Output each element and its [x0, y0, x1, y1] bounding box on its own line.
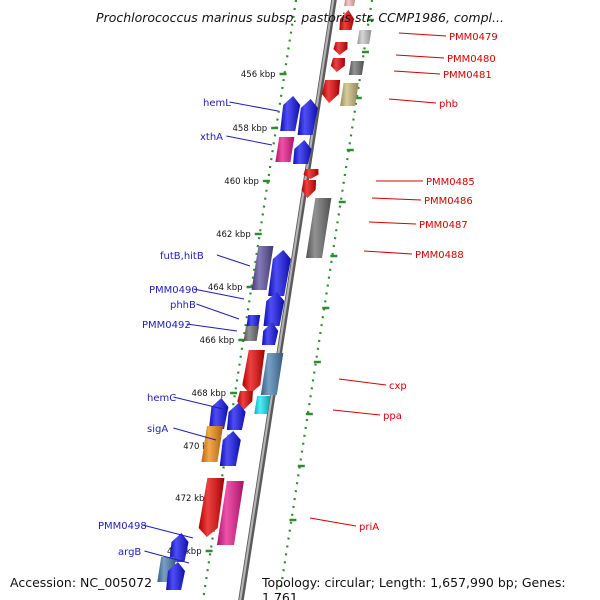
gene-label-left[interactable]: PMM0492	[142, 320, 238, 332]
gene-feature[interactable]	[275, 137, 295, 162]
gene-label-right[interactable]: phb	[388, 98, 458, 110]
gene-feature[interactable]	[293, 140, 312, 164]
svg-text:hemL: hemL	[203, 98, 231, 109]
svg-text:PMM0485: PMM0485	[426, 177, 475, 188]
gene-feature[interactable]	[263, 292, 285, 326]
ruler-label: 472 kbp	[175, 494, 210, 504]
gene-feature[interactable]	[339, 10, 355, 30]
svg-text:xthA: xthA	[200, 132, 223, 143]
ruler-label: 464 kbp	[208, 283, 243, 293]
gene-label-left[interactable]: phhB	[170, 300, 240, 320]
gene-feature[interactable]	[237, 391, 253, 410]
gene-feature[interactable]	[169, 533, 189, 562]
gene-feature[interactable]	[209, 398, 229, 429]
gene-feature[interactable]	[198, 478, 225, 537]
svg-text:PMM0490: PMM0490	[149, 285, 198, 296]
gene-group	[157, 0, 372, 590]
gene-feature[interactable]	[246, 315, 261, 326]
left-label-group: hemL xthA futB,hitB PMM0490 phhB PMM0492 hemC s…	[98, 98, 279, 564]
gene-feature[interactable]	[303, 169, 319, 179]
gene-feature[interactable]	[268, 250, 291, 296]
gene-label-left[interactable]: xthA	[200, 132, 273, 146]
gene-feature[interactable]	[226, 403, 246, 430]
gene-label-right[interactable]: cxp	[338, 378, 407, 392]
svg-text:cxp: cxp	[389, 381, 407, 392]
gene-feature[interactable]	[357, 30, 372, 44]
gene-label-right[interactable]: ppa	[332, 409, 402, 422]
gene-feature[interactable]	[306, 198, 332, 258]
gene-label-right[interactable]: PMM0487	[368, 220, 468, 231]
gene-feature[interactable]	[333, 42, 348, 55]
gene-feature[interactable]	[243, 326, 259, 341]
gene-label-right[interactable]: PMM0488	[363, 250, 464, 261]
gene-feature[interactable]	[251, 246, 274, 290]
gene-feature[interactable]	[166, 562, 185, 590]
gene-feature[interactable]	[321, 80, 341, 103]
svg-text:PMM0498: PMM0498	[98, 521, 147, 532]
gene-feature[interactable]	[219, 431, 241, 466]
gene-label-left[interactable]: futB,hitB	[160, 251, 251, 267]
svg-text:PMM0480: PMM0480	[447, 54, 496, 65]
svg-text:PMM0487: PMM0487	[419, 220, 468, 231]
ruler-label: 468 kbp	[191, 389, 226, 399]
svg-text:phb: phb	[439, 99, 458, 110]
accession-text: Accession: NC_005072	[10, 575, 153, 590]
backbone-group	[238, 0, 337, 600]
gene-label-right[interactable]: PMM0480	[395, 54, 496, 65]
gene-feature[interactable]	[301, 180, 317, 198]
map-title: Prochlorococcus marinus subsp. pastoris …	[96, 10, 504, 25]
gene-label-left[interactable]: hemC	[147, 393, 224, 410]
gene-label-right[interactable]: PMM0486	[371, 196, 473, 207]
ruler-label: 458 kbp	[233, 124, 268, 134]
right-ruler	[277, 0, 374, 600]
ruler-label: 460 kbp	[224, 177, 259, 187]
gene-label-right[interactable]: PMM0479	[398, 32, 498, 43]
svg-text:PMM0479: PMM0479	[449, 32, 498, 43]
gene-feature[interactable]	[242, 350, 265, 394]
gene-label-left[interactable]: sigA	[147, 424, 217, 441]
gene-feature[interactable]	[344, 0, 356, 6]
gene-feature[interactable]	[217, 481, 244, 545]
gene-label-left[interactable]: PMM0490	[149, 285, 245, 300]
svg-text:phhB: phhB	[170, 300, 196, 311]
svg-text:futB,hitB: futB,hitB	[160, 251, 204, 262]
gene-label-left[interactable]: PMM0498	[98, 521, 194, 539]
gene-feature[interactable]	[201, 426, 223, 462]
ruler-label: 466 kbp	[200, 336, 235, 346]
svg-text:PMM0488: PMM0488	[415, 250, 464, 261]
svg-text:sigA: sigA	[147, 424, 168, 435]
gene-feature[interactable]	[280, 96, 301, 131]
right-label-group: PMM0479 PMM0480 PMM0481 phb PMM0485 PMM0486 PM…	[309, 32, 498, 533]
gene-feature[interactable]	[297, 99, 318, 135]
gene-feature[interactable]	[348, 61, 364, 75]
gene-feature[interactable]	[262, 322, 279, 345]
gene-label-right[interactable]: PMM0481	[393, 70, 492, 81]
svg-text:hemC: hemC	[147, 393, 176, 404]
topology-summary: Topology: circular; Length: 1,657,990 bp…	[262, 575, 566, 600]
gene-feature[interactable]	[340, 83, 359, 106]
gene-feature[interactable]	[254, 396, 271, 414]
svg-text:argB: argB	[118, 547, 141, 558]
gene-feature[interactable]	[330, 58, 345, 72]
gene-label-right[interactable]: PMM0485	[376, 177, 475, 188]
ruler-label: 470 kbp	[183, 442, 218, 452]
svg-text:PMM0486: PMM0486	[424, 196, 473, 207]
gene-label-left[interactable]: argB	[118, 547, 190, 564]
ruler-label: 456 kbp	[241, 70, 276, 80]
svg-text:PMM0492: PMM0492	[142, 320, 191, 331]
ruler-label: 462 kbp	[216, 230, 251, 240]
gene-label-left[interactable]: hemL	[203, 98, 279, 112]
svg-text:PMM0481: PMM0481	[443, 70, 492, 81]
gene-label-right[interactable]: priA	[309, 517, 379, 533]
backbone-line	[239, 0, 335, 600]
gene-feature[interactable]	[260, 353, 284, 395]
svg-text:ppa: ppa	[383, 411, 402, 422]
svg-text:priA: priA	[359, 522, 379, 533]
